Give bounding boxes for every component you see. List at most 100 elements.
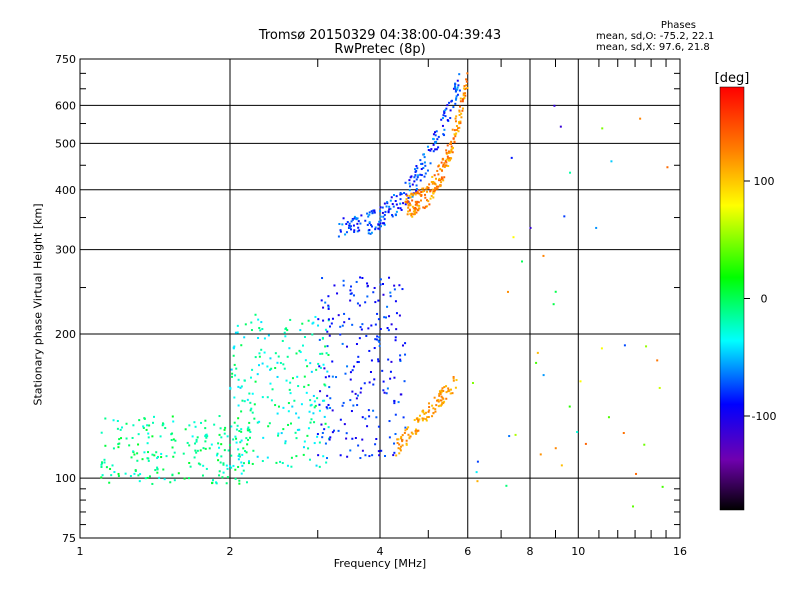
data-point [302, 446, 305, 449]
data-point [379, 219, 382, 222]
data-point [399, 360, 402, 363]
data-point [379, 328, 382, 331]
data-point [286, 464, 289, 467]
data-point [368, 211, 371, 214]
data-point [312, 394, 315, 397]
data-point [109, 467, 112, 470]
data-point [389, 295, 392, 298]
data-point [370, 231, 373, 234]
data-point [378, 345, 381, 348]
data-point [399, 354, 402, 357]
data-point [438, 177, 441, 180]
data-point [383, 202, 386, 205]
data-point [379, 283, 382, 286]
data-point [238, 455, 241, 458]
data-point [399, 449, 402, 452]
data-point [370, 324, 373, 327]
data-point [249, 430, 252, 433]
data-point [460, 116, 463, 119]
data-point [371, 454, 374, 457]
data-point [248, 421, 251, 424]
data-point [449, 117, 452, 120]
data-point [448, 389, 451, 392]
data-point [607, 416, 610, 419]
data-point [437, 179, 440, 182]
data-point [261, 362, 264, 365]
data-point [238, 430, 241, 433]
data-point [435, 148, 438, 151]
data-point [309, 399, 312, 402]
data-point [382, 222, 385, 225]
data-point [318, 338, 321, 341]
data-point [240, 344, 243, 347]
data-point [379, 210, 382, 213]
data-point [199, 449, 202, 452]
data-point [403, 380, 406, 383]
data-point [299, 351, 302, 354]
data-point [319, 352, 322, 355]
data-point [321, 431, 324, 434]
data-point [225, 464, 228, 467]
data-point [366, 223, 369, 226]
data-point [406, 213, 409, 216]
data-point [450, 388, 453, 391]
data-point [316, 435, 319, 438]
data-point [377, 223, 380, 226]
data-point [425, 418, 428, 421]
data-point [298, 349, 301, 352]
data-point [324, 345, 327, 348]
data-point [267, 425, 270, 428]
data-point [318, 365, 321, 368]
data-point [218, 433, 221, 436]
data-point [194, 425, 197, 428]
data-point [316, 433, 319, 436]
data-point [457, 130, 460, 133]
data-point [360, 328, 363, 331]
data-point [195, 438, 198, 441]
data-point [536, 351, 539, 354]
data-point [330, 322, 333, 325]
data-point [223, 449, 226, 452]
data-point [381, 206, 384, 209]
data-point [476, 460, 479, 463]
data-point [399, 393, 402, 396]
data-point [450, 99, 453, 102]
data-point [471, 381, 474, 384]
data-point [231, 372, 234, 375]
data-point [237, 385, 240, 388]
data-point [359, 326, 362, 329]
data-point [434, 187, 437, 190]
data-point [434, 410, 437, 413]
data-point [428, 183, 431, 186]
data-point [204, 447, 207, 450]
data-point [277, 355, 280, 358]
data-point [151, 435, 154, 438]
data-point [443, 128, 446, 131]
data-point [291, 377, 294, 380]
data-point [328, 325, 331, 328]
data-point [370, 210, 373, 213]
data-point [328, 438, 331, 441]
data-point [442, 163, 445, 166]
data-point [254, 356, 257, 359]
data-point [432, 191, 435, 194]
data-point [446, 104, 449, 107]
data-point [411, 432, 414, 435]
data-point [295, 412, 298, 415]
data-point [299, 329, 302, 332]
data-point [364, 301, 367, 304]
data-point [147, 432, 150, 435]
data-point [364, 454, 367, 457]
data-point [173, 479, 176, 482]
data-point [418, 192, 421, 195]
phases-stats-x: mean, sd,X: 97.6, 21.8 [596, 42, 710, 53]
data-point [413, 176, 416, 179]
data-point [438, 390, 441, 393]
data-point [234, 435, 237, 438]
data-point [368, 213, 371, 216]
data-point [323, 367, 326, 370]
data-point [407, 196, 410, 199]
data-point [233, 396, 236, 399]
data-point [439, 179, 442, 182]
data-point [409, 185, 412, 188]
